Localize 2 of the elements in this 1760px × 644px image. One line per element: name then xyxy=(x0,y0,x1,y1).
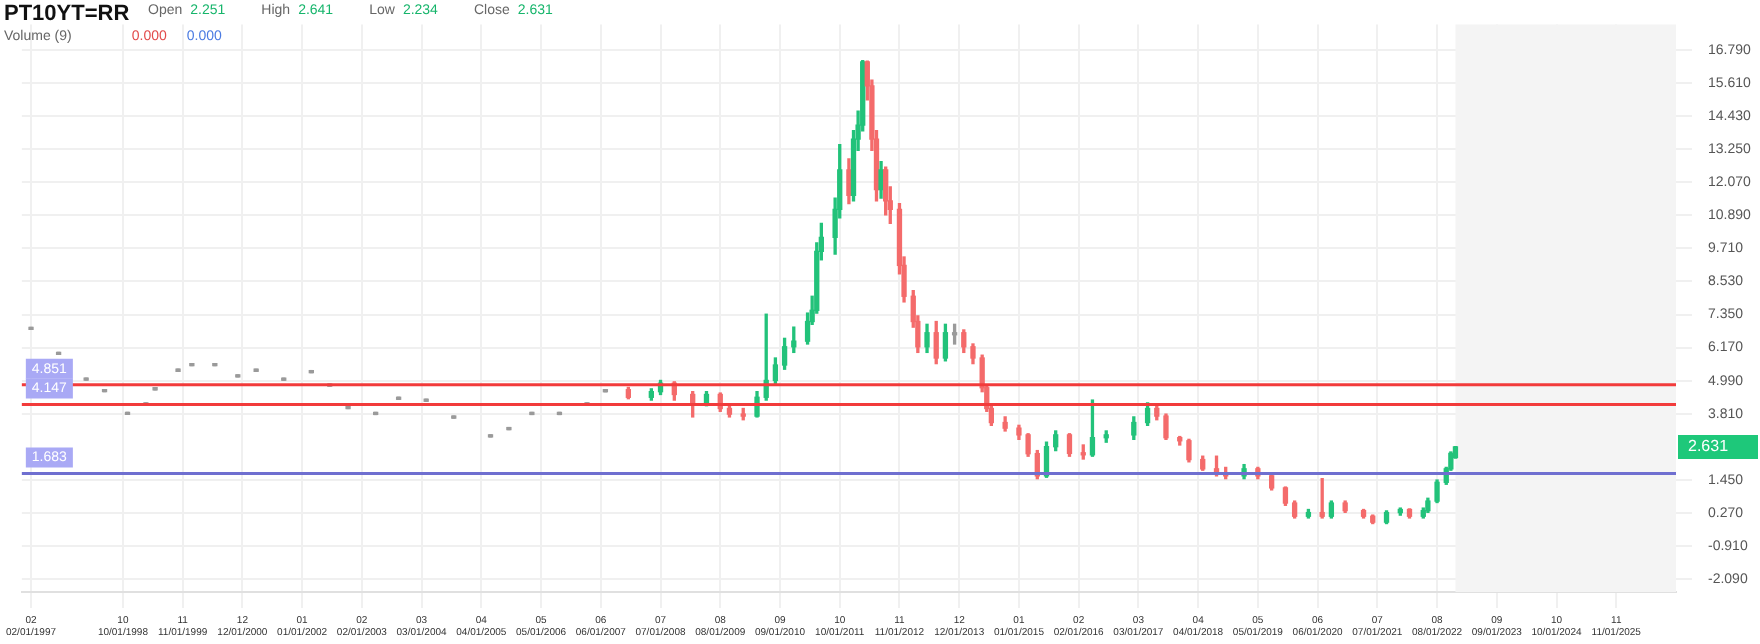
text: 2.631 xyxy=(1688,437,1730,456)
chart-title: PT10YT=RR xyxy=(4,2,130,26)
